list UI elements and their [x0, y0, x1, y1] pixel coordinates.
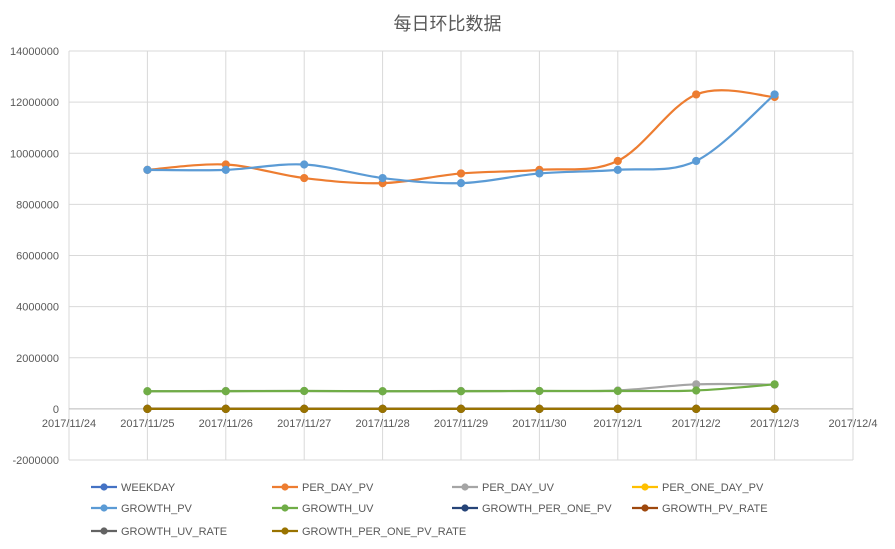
legend-label: PER_DAY_UV	[482, 482, 555, 494]
data-point	[144, 388, 151, 395]
legend-label: PER_ONE_DAY_PV	[662, 482, 764, 494]
data-point	[379, 388, 386, 395]
x-tick-label: 2017/11/28	[355, 418, 409, 430]
legend-label: WEEKDAY	[121, 482, 176, 494]
legend-item: GROWTH_PER_ONE_PV_RATE	[272, 526, 466, 538]
legend-item: GROWTH_PV	[91, 503, 193, 515]
legend-swatch-marker	[100, 527, 107, 534]
legend-label: GROWTH_UV_RATE	[121, 526, 227, 538]
data-point	[771, 91, 778, 98]
series-growth-per-one-pv-rate	[144, 405, 778, 412]
data-point	[693, 91, 700, 98]
y-tick-label: 14000000	[10, 46, 59, 58]
legend-label: GROWTH_PER_ONE_PV	[482, 503, 612, 515]
legend-swatch-marker	[281, 527, 288, 534]
gridlines	[69, 51, 853, 460]
legend-item: GROWTH_PV_RATE	[632, 503, 768, 515]
legend-label: PER_DAY_PV	[302, 482, 374, 494]
legend-label: GROWTH_UV	[302, 503, 374, 515]
x-tick-label: 2017/11/29	[434, 418, 488, 430]
x-tick-label: 2017/11/24	[42, 418, 96, 430]
legend-swatch-marker	[641, 504, 648, 511]
data-point	[614, 157, 621, 164]
y-tick-label: 4000000	[16, 302, 59, 314]
x-tick-label: 2017/11/27	[277, 418, 331, 430]
data-point	[614, 166, 621, 173]
x-axis-ticks: 2017/11/24 2017/11/25 2017/11/26 2017/11/27…	[42, 418, 878, 430]
legend-label: GROWTH_PER_ONE_PV_RATE	[302, 526, 466, 538]
legend-swatch-marker	[281, 483, 288, 490]
legend-swatch-marker	[100, 504, 107, 511]
x-tick-label: 2017/12/4	[829, 418, 878, 430]
y-axis-ticks: -2000000 0 2000000 4000000 6000000 8000000 100…	[10, 46, 59, 467]
data-point	[222, 166, 229, 173]
data-point	[301, 174, 308, 181]
legend-item: GROWTH_UV_RATE	[91, 526, 227, 538]
legend: WEEKDAY PER_DAY_PV PER_DAY_UV PER_ONE_DAY_P…	[91, 482, 768, 538]
data-point	[536, 387, 543, 394]
legend-item: GROWTH_UV	[272, 503, 374, 515]
data-point	[457, 405, 464, 412]
legend-label: GROWTH_PV_RATE	[662, 503, 768, 515]
data-point	[771, 381, 778, 388]
data-point	[693, 157, 700, 164]
y-tick-label: 8000000	[16, 199, 59, 211]
x-tick-label: 2017/11/26	[199, 418, 253, 430]
data-point	[614, 405, 621, 412]
x-tick-label: 2017/12/3	[750, 418, 799, 430]
data-point	[693, 405, 700, 412]
x-tick-label: 2017/12/1	[593, 418, 642, 430]
data-point	[379, 174, 386, 181]
x-tick-label: 2017/11/30	[512, 418, 566, 430]
data-point	[457, 388, 464, 395]
legend-item: WEEKDAY	[91, 482, 176, 494]
legend-item: PER_ONE_DAY_PV	[632, 482, 764, 494]
y-tick-label: 12000000	[10, 97, 59, 109]
x-tick-label: 2017/11/25	[120, 418, 174, 430]
legend-swatch-marker	[461, 483, 468, 490]
data-point	[457, 180, 464, 187]
data-point	[222, 388, 229, 395]
y-tick-label: 10000000	[10, 148, 59, 160]
data-point	[222, 405, 229, 412]
y-tick-label: 0	[53, 404, 59, 416]
y-tick-label: 2000000	[16, 353, 59, 365]
legend-swatch-marker	[281, 504, 288, 511]
data-point	[693, 387, 700, 394]
legend-swatch-marker	[100, 483, 107, 490]
x-tick-label: 2017/12/2	[672, 418, 721, 430]
data-point	[301, 161, 308, 168]
legend-item: PER_DAY_UV	[452, 482, 555, 494]
data-point	[536, 170, 543, 177]
y-tick-label: -2000000	[13, 455, 60, 467]
legend-item: PER_DAY_PV	[272, 482, 374, 494]
legend-swatch-marker	[461, 504, 468, 511]
data-point	[457, 170, 464, 177]
y-tick-label: 6000000	[16, 251, 59, 263]
data-point	[771, 405, 778, 412]
legend-item: GROWTH_PER_ONE_PV	[452, 503, 612, 515]
legend-label: GROWTH_PV	[121, 503, 193, 515]
data-point	[301, 387, 308, 394]
legend-swatch-marker	[641, 483, 648, 490]
data-point	[614, 387, 621, 394]
data-point	[144, 405, 151, 412]
data-point	[379, 405, 386, 412]
data-point	[301, 405, 308, 412]
data-point	[536, 405, 543, 412]
data-point	[144, 166, 151, 173]
